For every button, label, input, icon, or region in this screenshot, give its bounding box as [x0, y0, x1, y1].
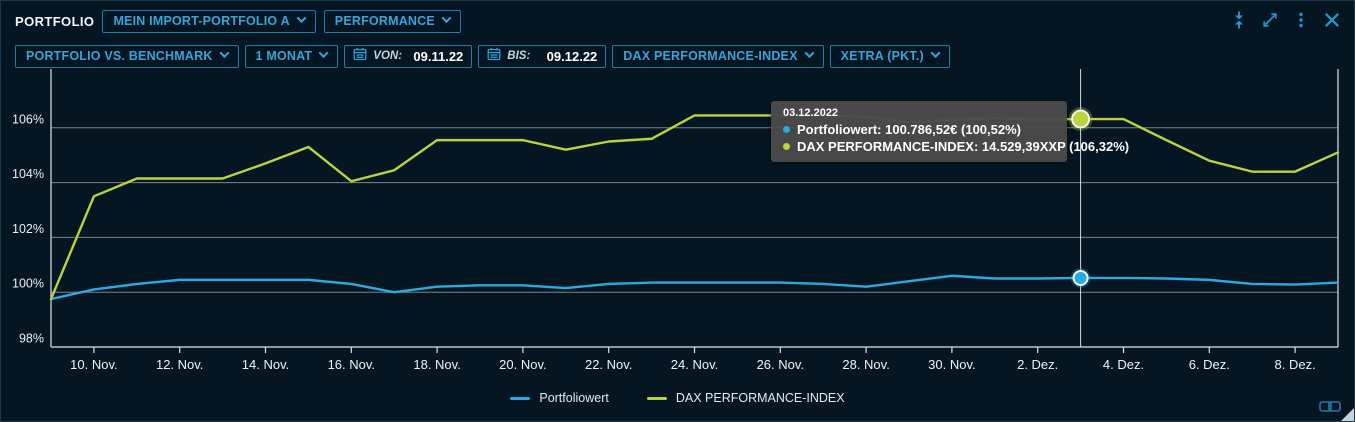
x-tick-label: 26. Nov. [757, 357, 804, 372]
x-tick-label: 14. Nov. [242, 357, 289, 372]
calendar-icon [487, 47, 501, 66]
x-tick-label: 10. Nov. [70, 357, 117, 372]
comparison-mode-label: PORTFOLIO VS. BENCHMARK [26, 49, 213, 63]
legend-label: Portfoliowert [539, 391, 609, 405]
date-from-value: 09.11.22 [413, 48, 464, 64]
y-tick-label: 106% [12, 112, 44, 126]
time-range-label: 1 MONAT [255, 49, 313, 63]
dax-marker [1071, 109, 1091, 129]
dax-series-line [49, 114, 1340, 301]
x-tick-label: 12. Nov. [156, 357, 203, 372]
x-tick-label: 18. Nov. [413, 357, 460, 372]
chart-legend: Portfoliowert DAX PERFORMANCE-INDEX [1, 391, 1354, 405]
kebab-menu-icon[interactable] [1292, 11, 1310, 29]
x-tick-label: 8. Dez. [1275, 357, 1316, 372]
portfolio-select-dropdown[interactable]: MEIN IMPORT-PORTFOLIO A [102, 9, 316, 33]
time-range-dropdown[interactable]: 1 MONAT [244, 44, 339, 68]
panel-title: PORTFOLIO [15, 13, 95, 29]
expand-icon[interactable] [1261, 11, 1279, 29]
x-tick-label: 6. Dez. [1189, 357, 1230, 372]
tooltip-row-dax: DAX PERFORMANCE-INDEX: 14.529,39XXP (106… [783, 139, 1129, 154]
date-from-label: VON: [373, 50, 403, 62]
y-tick-label: 100% [12, 277, 44, 291]
legend-label: DAX PERFORMANCE-INDEX [675, 391, 845, 405]
portfolio-marker [1072, 269, 1089, 286]
benchmark-dropdown[interactable]: DAX PERFORMANCE-INDEX [612, 44, 824, 68]
header: PORTFOLIO MEIN IMPORT-PORTFOLIO A PERFOR… [15, 9, 461, 33]
tooltip-portfolio-text: Portfoliowert: 100.786,52€ (100,52%) [797, 122, 1021, 137]
x-tick-label: 28. Nov. [842, 357, 889, 372]
portfolio-series-dot [783, 126, 790, 133]
collapse-vertical-icon[interactable] [1230, 11, 1248, 29]
tooltip-row-portfolio: Portfoliowert: 100.786,52€ (100,52%) [783, 122, 1055, 137]
comparison-mode-dropdown[interactable]: PORTFOLIO VS. BENCHMARK [15, 44, 239, 68]
tooltip-date: 03.12.2022 [783, 107, 839, 119]
portfolio-select-label: MEIN IMPORT-PORTFOLIO A [113, 14, 290, 28]
legend-item-portfoliowert[interactable]: Portfoliowert [510, 391, 609, 405]
x-tick-label: 16. Nov. [328, 357, 375, 372]
header-icons [1230, 11, 1341, 29]
exchange-dropdown[interactable]: XETRA (PKT.) [829, 44, 950, 68]
x-tick-label: 2. Dez. [1017, 357, 1058, 372]
x-tick-label: 22. Nov. [585, 357, 632, 372]
portfolio-line-swatch [510, 396, 531, 400]
date-to-field[interactable]: BIS: 09.12.22 [478, 44, 607, 68]
view-select-label: PERFORMANCE [334, 14, 435, 28]
dax-series-dot [783, 143, 790, 150]
x-tick-label: 20. Nov. [499, 357, 546, 372]
exchange-label: XETRA (PKT.) [840, 49, 924, 63]
x-tick-label: 30. Nov. [928, 357, 975, 372]
x-tick-label: 24. Nov. [671, 357, 718, 372]
y-tick-label: 102% [12, 222, 44, 236]
view-select-dropdown[interactable]: PERFORMANCE [323, 9, 461, 33]
benchmark-label: DAX PERFORMANCE-INDEX [623, 49, 798, 63]
tooltip-dax-text: DAX PERFORMANCE-INDEX: 14.529,39XXP (106… [797, 139, 1130, 154]
y-tick-label: 104% [12, 167, 44, 181]
resize-grip[interactable] [1341, 408, 1354, 421]
date-to-label: BIS: [507, 50, 531, 62]
portfolio-series-line [49, 274, 1340, 301]
chart-plot-area[interactable] [51, 69, 1338, 347]
calendar-icon [353, 47, 367, 66]
date-to-value: 09.12.22 [546, 48, 598, 64]
y-tick-label: 98% [19, 332, 44, 346]
chart-tooltip: 03.12.2022 Portfoliowert: 100.786,52€ (1… [771, 101, 1129, 162]
close-icon[interactable] [1323, 11, 1341, 29]
date-from-field[interactable]: VON: 09.11.22 [344, 44, 473, 68]
legend-item-dax[interactable]: DAX PERFORMANCE-INDEX [646, 391, 845, 405]
link-icon[interactable] [1319, 400, 1341, 418]
x-tick-label: 4. Dez. [1103, 357, 1144, 372]
dax-line-swatch [646, 396, 667, 400]
toolbar: PORTFOLIO VS. BENCHMARK 1 MONAT [15, 44, 950, 68]
